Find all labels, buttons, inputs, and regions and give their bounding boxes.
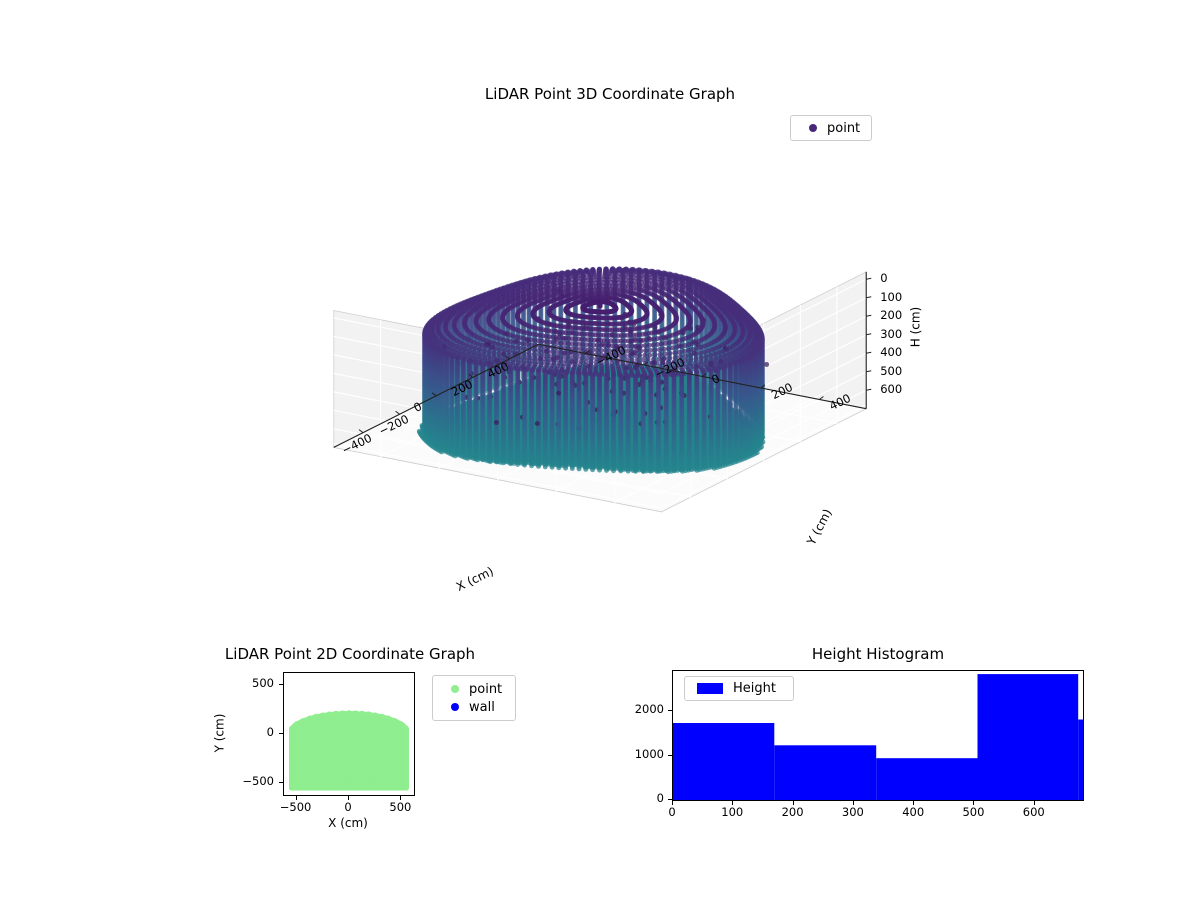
- tickmark-hist-x: [973, 801, 974, 805]
- title-3d-plot: LiDAR Point 3D Coordinate Graph: [300, 85, 920, 103]
- axis-label-2d-y: Y (cm): [212, 714, 226, 753]
- tick-hist-y: 2000: [618, 702, 664, 716]
- legend-label-point-3d: point: [827, 121, 860, 136]
- tick-hist-y: 0: [618, 791, 664, 805]
- tick-3d-z: 600: [880, 382, 902, 396]
- axis-label-2d-x: X (cm): [298, 816, 398, 830]
- legend-2d[interactable]: point wall: [432, 675, 516, 721]
- tick-hist-x: 0: [656, 805, 688, 819]
- tickmark-hist-y: [668, 710, 672, 711]
- tickmark-hist-y: [668, 755, 672, 756]
- tickmark-2d-y: [279, 684, 283, 685]
- legend-marker-point-3d: [809, 124, 817, 132]
- legend-item-point-3d[interactable]: point: [799, 120, 863, 136]
- tick-hist-x: 200: [777, 805, 809, 819]
- tick-hist-x: 500: [957, 805, 989, 819]
- tick-2d-x: −500: [280, 800, 312, 814]
- tickmark-2d-x: [400, 796, 401, 800]
- legend-swatch-height: [697, 683, 723, 694]
- tick-2d-y: 0: [232, 725, 274, 739]
- panel-lidar-2d: [283, 672, 415, 796]
- tickmark-2d-y: [279, 733, 283, 734]
- tick-hist-x: 400: [897, 805, 929, 819]
- legend-label-height: Height: [733, 681, 776, 696]
- tickmark-hist-x: [913, 801, 914, 805]
- tick-hist-x: 100: [716, 805, 748, 819]
- tick-2d-y: 500: [232, 676, 274, 690]
- legend-marker-wall-2d: [451, 703, 459, 711]
- tick-3d-z: 200: [880, 308, 902, 322]
- tick-2d-x: 0: [332, 800, 364, 814]
- tick-hist-y: 1000: [618, 747, 664, 761]
- title-histogram: Height Histogram: [672, 645, 1084, 663]
- legend-label-point-2d: point: [469, 682, 502, 697]
- plot-area-3d: [300, 140, 920, 640]
- tick-2d-x: 500: [384, 800, 416, 814]
- tick-2d-y: −500: [232, 774, 274, 788]
- tick-3d-z: 0: [880, 271, 887, 285]
- legend-item-point-2d[interactable]: point: [441, 680, 507, 698]
- tick-3d-z: 400: [880, 345, 902, 359]
- tickmark-hist-x: [853, 801, 854, 805]
- legend-label-wall-2d: wall: [469, 700, 495, 715]
- tick-hist-x: 600: [1018, 805, 1050, 819]
- title-2d-plot: LiDAR Point 2D Coordinate Graph: [150, 645, 550, 663]
- legend-marker-point-2d: [451, 685, 459, 693]
- tickmark-hist-x: [1034, 801, 1035, 805]
- legend-3d[interactable]: point: [790, 115, 872, 141]
- legend-item-wall-2d[interactable]: wall: [441, 698, 507, 716]
- tickmark-hist-x: [732, 801, 733, 805]
- tickmark-hist-x: [672, 801, 673, 805]
- legend-item-height[interactable]: Height: [693, 681, 785, 696]
- tickmark-hist-y: [668, 799, 672, 800]
- legend-histogram[interactable]: Height: [684, 676, 794, 701]
- axis-label-3d-z: H (cm): [908, 307, 922, 348]
- tickmark-2d-y: [279, 782, 283, 783]
- tickmark-2d-x: [348, 796, 349, 800]
- panel-lidar-3d: [300, 140, 920, 640]
- tick-hist-x: 300: [837, 805, 869, 819]
- tickmark-hist-x: [793, 801, 794, 805]
- tick-3d-z: 100: [880, 290, 902, 304]
- tick-3d-z: 500: [880, 364, 902, 378]
- tickmark-2d-x: [296, 796, 297, 800]
- tick-3d-z: 300: [880, 327, 902, 341]
